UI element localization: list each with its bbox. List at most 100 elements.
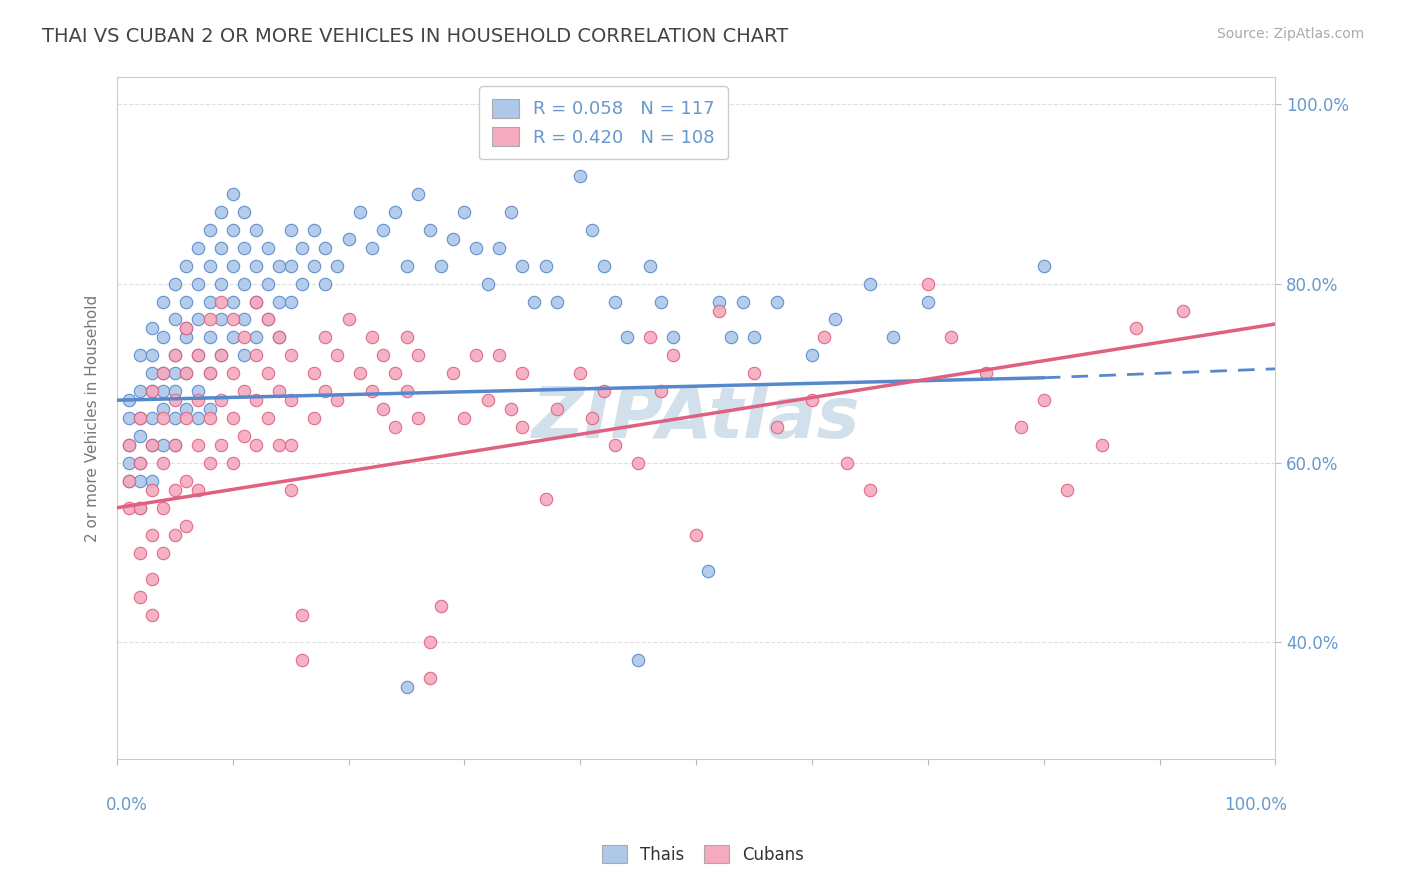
Point <box>373 223 395 237</box>
Point <box>395 259 418 273</box>
Point <box>326 259 349 273</box>
Point <box>176 366 198 380</box>
Point <box>766 420 789 434</box>
Point <box>1125 321 1147 335</box>
Legend: R = 0.058   N = 117, R = 0.420   N = 108: R = 0.058 N = 117, R = 0.420 N = 108 <box>479 87 728 160</box>
Point <box>627 456 650 470</box>
Point <box>349 366 371 380</box>
Point <box>245 330 267 344</box>
Point <box>163 277 186 291</box>
Point <box>209 312 232 326</box>
Point <box>384 366 406 380</box>
Point <box>233 429 256 443</box>
Point <box>209 277 232 291</box>
Point <box>117 438 139 452</box>
Point <box>546 294 568 309</box>
Point <box>1010 420 1032 434</box>
Point <box>1171 303 1194 318</box>
Point <box>696 564 718 578</box>
Point <box>939 330 962 344</box>
Point <box>129 411 152 425</box>
Point <box>176 321 198 335</box>
Point <box>813 330 835 344</box>
Point <box>163 312 186 326</box>
Point <box>222 259 245 273</box>
Point <box>326 348 349 362</box>
Point <box>523 294 546 309</box>
Point <box>245 259 267 273</box>
Point <box>280 483 302 497</box>
Point <box>117 438 139 452</box>
Point <box>209 348 232 362</box>
Point <box>742 366 765 380</box>
Point <box>198 402 221 417</box>
Point <box>256 366 278 380</box>
Point <box>581 223 603 237</box>
Point <box>163 348 186 362</box>
Point <box>222 294 245 309</box>
Point <box>280 393 302 408</box>
Point <box>477 393 499 408</box>
Point <box>419 635 441 649</box>
Point <box>256 277 278 291</box>
Point <box>302 223 325 237</box>
Point <box>512 366 534 380</box>
Point <box>117 500 139 515</box>
Point <box>233 348 256 362</box>
Point <box>269 259 291 273</box>
Point <box>477 277 499 291</box>
Point <box>209 294 232 309</box>
Point <box>187 384 209 399</box>
Point <box>152 411 174 425</box>
Point <box>141 474 163 488</box>
Point <box>117 411 139 425</box>
Point <box>650 294 672 309</box>
Point <box>406 348 429 362</box>
Y-axis label: 2 or more Vehicles in Household: 2 or more Vehicles in Household <box>86 294 100 541</box>
Point <box>141 438 163 452</box>
Point <box>453 205 475 219</box>
Point <box>222 223 245 237</box>
Point <box>314 384 336 399</box>
Point <box>546 402 568 417</box>
Point <box>245 294 267 309</box>
Point <box>430 259 453 273</box>
Point <box>129 545 152 559</box>
Point <box>233 241 256 255</box>
Point <box>534 259 557 273</box>
Point <box>152 366 174 380</box>
Point <box>256 312 278 326</box>
Point <box>441 366 464 380</box>
Point <box>176 474 198 488</box>
Point <box>187 241 209 255</box>
Point <box>117 474 139 488</box>
Point <box>569 169 592 183</box>
Point <box>291 241 314 255</box>
Point <box>222 330 245 344</box>
Point <box>766 294 789 309</box>
Point <box>488 241 510 255</box>
Point <box>291 653 314 667</box>
Point <box>245 294 267 309</box>
Point <box>141 573 163 587</box>
Point <box>349 205 371 219</box>
Point <box>129 591 152 605</box>
Point <box>269 330 291 344</box>
Point <box>1032 259 1054 273</box>
Point <box>163 384 186 399</box>
Point <box>176 411 198 425</box>
Point <box>198 223 221 237</box>
Point <box>176 330 198 344</box>
Point <box>152 366 174 380</box>
Text: Source: ZipAtlas.com: Source: ZipAtlas.com <box>1216 27 1364 41</box>
Point <box>141 527 163 541</box>
Point <box>384 205 406 219</box>
Point <box>616 330 638 344</box>
Point <box>129 384 152 399</box>
Point <box>373 348 395 362</box>
Point <box>141 438 163 452</box>
Point <box>187 393 209 408</box>
Point <box>163 438 186 452</box>
Point <box>269 438 291 452</box>
Point <box>187 483 209 497</box>
